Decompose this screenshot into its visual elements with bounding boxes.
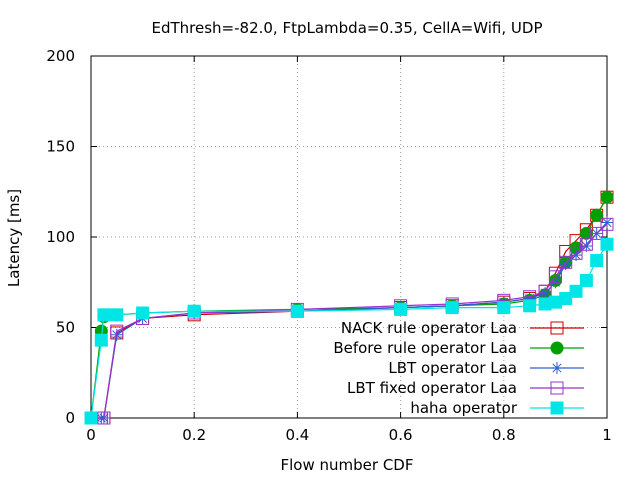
data-point — [600, 217, 614, 231]
legend-label: LBT fixed operator Laa — [347, 379, 517, 397]
data-point — [97, 308, 111, 322]
y-tick-label: 150 — [46, 138, 75, 156]
data-point — [579, 237, 593, 251]
data-point — [136, 306, 150, 320]
data-point — [84, 411, 98, 425]
y-axis-label: Latency [ms] — [5, 189, 23, 287]
data-point — [523, 299, 537, 313]
legend-label: Before rule operator Laa — [333, 339, 517, 357]
data-point — [97, 411, 111, 425]
data-point — [549, 276, 562, 289]
data-point — [559, 292, 573, 306]
series-line — [91, 223, 608, 419]
data-point — [445, 301, 459, 315]
x-tick-label: 1 — [602, 426, 612, 444]
legend-entry: LBT fixed operator Laa — [347, 379, 584, 397]
data-point — [523, 292, 536, 305]
data-point — [569, 246, 583, 260]
data-point — [548, 270, 562, 284]
data-point — [110, 308, 124, 322]
y-tick-label: 100 — [46, 228, 75, 246]
legend-entry: LBT operator Laa — [388, 359, 584, 377]
data-point — [590, 254, 604, 268]
chart-title: EdThresh=-82.0, FtpLambda=0.35, CellA=Wi… — [152, 19, 543, 37]
data-point — [569, 284, 583, 298]
legend-label: LBT operator Laa — [388, 359, 517, 377]
y-tick-label: 0 — [65, 409, 75, 427]
data-point — [551, 362, 563, 374]
data-point — [497, 301, 511, 315]
series-4 — [84, 237, 614, 425]
data-point — [187, 304, 201, 318]
legend-entry: haha operator — [410, 399, 584, 417]
x-tick-label: 0 — [86, 426, 96, 444]
data-point — [550, 341, 564, 355]
data-point — [550, 401, 564, 415]
data-point — [590, 226, 604, 240]
x-axis-label: Flow number CDF — [281, 456, 414, 474]
plot-frame — [90, 55, 608, 419]
data-point — [110, 324, 124, 338]
data-point — [600, 190, 614, 204]
data-point — [601, 216, 613, 229]
legend-label: NACK rule operator Laa — [341, 319, 517, 337]
data-point — [394, 302, 408, 316]
data-point — [570, 249, 583, 262]
axis-ticks: 0 0.2 0.4 0.6 0.8 1 0 50 100 150 200 — [46, 47, 611, 444]
legend: NACK rule operator Laa Before rule operat… — [333, 319, 584, 417]
data-point — [559, 255, 573, 269]
data-point — [590, 208, 604, 222]
data-point — [559, 258, 572, 271]
data-point — [579, 273, 593, 287]
legend-entry: Before rule operator Laa — [333, 339, 584, 357]
data-point — [539, 287, 552, 300]
data-point — [538, 284, 552, 298]
x-tick-label: 0.8 — [492, 426, 516, 444]
grid-lines — [91, 56, 607, 418]
data-point — [580, 240, 593, 253]
data-point — [94, 333, 108, 347]
legend-entry: NACK rule operator Laa — [341, 319, 584, 337]
x-tick-label: 0.6 — [389, 426, 413, 444]
data-point — [550, 321, 564, 335]
legend-label: haha operator — [410, 399, 518, 417]
data-point — [600, 237, 614, 251]
y-tick-label: 200 — [46, 47, 75, 65]
y-tick-label: 50 — [56, 319, 75, 337]
x-tick-label: 0.2 — [182, 426, 206, 444]
series-lines — [84, 190, 614, 425]
data-point — [550, 381, 564, 395]
x-tick-label: 0.4 — [285, 426, 309, 444]
data-point — [290, 304, 304, 318]
